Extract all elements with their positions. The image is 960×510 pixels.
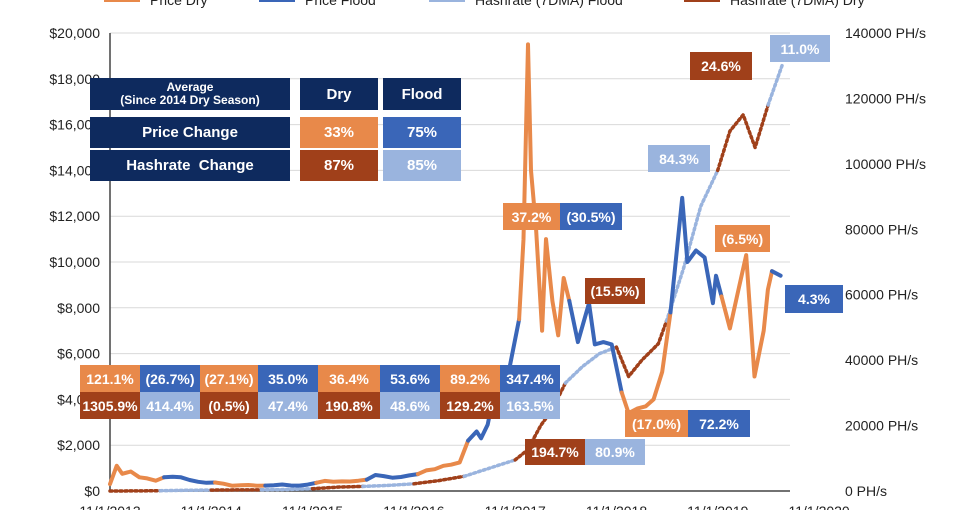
right-tick-label: 80000 PH/s bbox=[845, 221, 918, 237]
left-tick-label: $20,000 bbox=[49, 25, 100, 41]
annotation-label: (30.5%) bbox=[560, 203, 622, 230]
price-line-dry bbox=[213, 480, 268, 488]
hashrate-line-flood bbox=[361, 482, 416, 489]
hashrate-line-flood bbox=[158, 488, 213, 493]
legend-entry: Price Dry bbox=[150, 0, 208, 8]
hash-flood-value: 85% bbox=[383, 150, 461, 181]
price-line-flood bbox=[770, 269, 783, 278]
x-tick-label: 11/1/2016 bbox=[383, 503, 444, 510]
right-tick-label: 60000 PH/s bbox=[845, 287, 918, 303]
annotation-label: 129.2% bbox=[440, 392, 500, 419]
annotation-label: 89.2% bbox=[440, 365, 500, 392]
legend-entry: Hashrate (7DMA) Dry bbox=[730, 0, 865, 8]
annotation-label: (6.5%) bbox=[715, 225, 770, 252]
price-line-flood bbox=[263, 480, 319, 488]
annotation-label: 163.5% bbox=[500, 392, 560, 419]
col-dry: Dry bbox=[300, 78, 378, 110]
annotation-label: (15.5%) bbox=[585, 278, 645, 304]
x-tick-label: 11/1/2018 bbox=[586, 503, 647, 510]
annotation-label: 194.7% bbox=[525, 439, 585, 465]
legend-swatch bbox=[259, 0, 295, 2]
annotation-label: 35.0% bbox=[258, 365, 318, 392]
price-line-dry bbox=[517, 42, 572, 338]
annotation-label: (17.0%) bbox=[625, 410, 688, 437]
annotation-label: 190.8% bbox=[318, 392, 380, 419]
annotation-label: (0.5%) bbox=[200, 392, 258, 419]
hashrate-line-dry bbox=[412, 474, 466, 486]
legend-swatch bbox=[104, 0, 140, 2]
annotation-label: 347.4% bbox=[500, 365, 560, 392]
price-line-flood bbox=[162, 474, 218, 485]
left-tick-label: $14,000 bbox=[49, 162, 100, 178]
right-tick-label: 140000 PH/s bbox=[845, 25, 926, 41]
hash-dry-value: 87% bbox=[300, 150, 378, 181]
price-flood-value: 75% bbox=[383, 117, 461, 148]
row-price-label: Price Change bbox=[90, 117, 290, 148]
hashrate-line-dry bbox=[310, 484, 365, 491]
left-tick-label: $0 bbox=[84, 483, 100, 499]
right-tick-label: 100000 PH/s bbox=[845, 156, 926, 172]
annotation-label: 414.4% bbox=[140, 392, 200, 419]
price-line-dry bbox=[719, 253, 774, 379]
legend-swatch bbox=[684, 0, 720, 2]
annotation-label: 121.1% bbox=[80, 365, 140, 392]
price-line-dry bbox=[415, 438, 471, 477]
legend-entry: Price Flood bbox=[305, 0, 376, 8]
hashrate-line-dry bbox=[715, 103, 770, 173]
price-line-dry bbox=[108, 463, 167, 487]
left-tick-label: $12,000 bbox=[49, 208, 100, 224]
row-hash-label: Hashrate Change bbox=[90, 150, 290, 181]
x-tick-label: 11/1/2020 bbox=[788, 503, 849, 510]
hashrate-line-dry bbox=[614, 319, 669, 379]
hashrate-line-flood bbox=[664, 168, 720, 323]
left-tick-label: $8,000 bbox=[57, 300, 100, 316]
annotation-label: 47.4% bbox=[258, 392, 318, 419]
x-tick-label: 11/1/2017 bbox=[485, 503, 546, 510]
annotation-label: 36.4% bbox=[318, 365, 380, 392]
annotation-label: 4.3% bbox=[785, 285, 843, 313]
annotation-label: 11.0% bbox=[770, 35, 830, 62]
x-tick-label: 11/1/2019 bbox=[687, 503, 748, 510]
left-tick-label: $2,000 bbox=[57, 437, 100, 453]
hashrate-line-flood bbox=[462, 458, 517, 479]
x-tick-label: 11/1/2013 bbox=[79, 503, 140, 510]
price-line-flood bbox=[668, 195, 724, 315]
annotation-label: (27.1%) bbox=[200, 365, 258, 392]
right-tick-label: 40000 PH/s bbox=[845, 352, 918, 368]
hashrate-line-flood bbox=[259, 486, 315, 492]
x-tick-label: 11/1/2015 bbox=[282, 503, 343, 510]
legend-swatch bbox=[429, 0, 465, 2]
annotation-label: 37.2% bbox=[503, 203, 560, 230]
right-tick-label: 120000 PH/s bbox=[845, 90, 926, 106]
price-line-flood bbox=[567, 298, 624, 395]
annotation-label: 48.6% bbox=[380, 392, 440, 419]
right-tick-label: 20000 PH/s bbox=[845, 418, 918, 434]
left-tick-label: $16,000 bbox=[49, 117, 100, 133]
price-line-flood bbox=[364, 472, 420, 482]
annotation-label: 72.2% bbox=[688, 410, 750, 437]
annotation-label: 53.6% bbox=[380, 365, 440, 392]
legend-entry: Hashrate (7DMA) Flood bbox=[475, 0, 623, 8]
annotation-label: 80.9% bbox=[585, 439, 645, 465]
price-dry-value: 33% bbox=[300, 117, 378, 148]
left-tick-label: $6,000 bbox=[57, 346, 100, 362]
left-tick-label: $18,000 bbox=[49, 71, 100, 87]
hashrate-line-flood bbox=[766, 63, 784, 107]
left-tick-label: $10,000 bbox=[49, 254, 100, 270]
price-line-dry bbox=[314, 477, 369, 485]
right-tick-label: 0 PH/s bbox=[845, 483, 887, 499]
x-tick-label: 11/1/2014 bbox=[181, 503, 242, 510]
annotation-label: (26.7%) bbox=[140, 365, 200, 392]
table-header: Average (Since 2014 Dry Season) bbox=[90, 78, 290, 110]
col-flood: Flood bbox=[383, 78, 461, 110]
annotation-label: 24.6% bbox=[690, 52, 752, 80]
annotation-label: 1305.9% bbox=[80, 392, 140, 419]
hashrate-line-flood bbox=[563, 345, 619, 385]
annotation-label: 84.3% bbox=[648, 145, 710, 172]
